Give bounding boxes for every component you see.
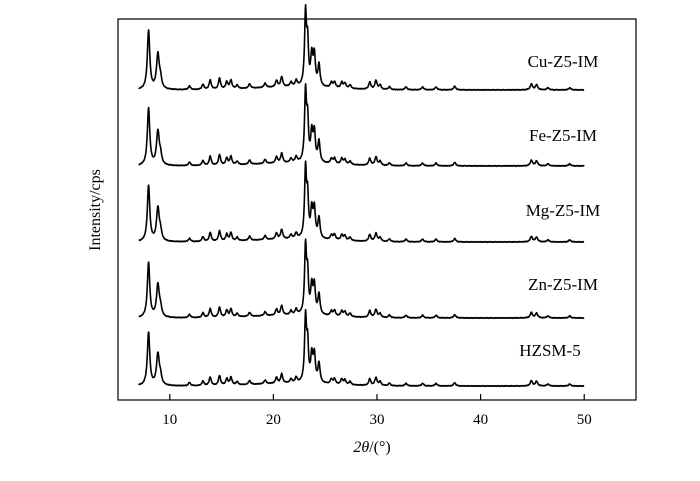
series-label: Mg-Z5-IM [526, 201, 601, 220]
series-line [138, 308, 585, 388]
x-tick-label: 40 [473, 412, 488, 428]
x-tick-label: 20 [266, 412, 281, 428]
series-label: Cu-Z5-IM [528, 52, 599, 71]
series-line [138, 160, 585, 244]
series-label: HZSM-5 [519, 341, 580, 360]
series-line [138, 82, 585, 168]
series-label: Zn-Z5-IM [528, 275, 598, 294]
series-line [138, 238, 585, 320]
x-axis-symbol: 2θ [353, 439, 369, 456]
x-axis-title: 2θ/(°) [353, 439, 390, 456]
x-tick-label: 50 [577, 412, 592, 428]
x-tick-label: 10 [162, 412, 177, 428]
series-label: Fe-Z5-IM [529, 126, 597, 145]
y-axis-title: Intensity/cps [87, 169, 104, 251]
x-tick-label: 30 [370, 412, 385, 428]
x-axis-unit: /(°) [369, 439, 391, 456]
traces [138, 4, 585, 388]
series-labels: Cu-Z5-IM Fe-Z5-IM Mg-Z5-IM Zn-Z5-IM HZSM-5 [519, 52, 600, 360]
x-axis-ticks: 10 20 30 40 50 [162, 394, 592, 428]
series-line [138, 4, 585, 92]
